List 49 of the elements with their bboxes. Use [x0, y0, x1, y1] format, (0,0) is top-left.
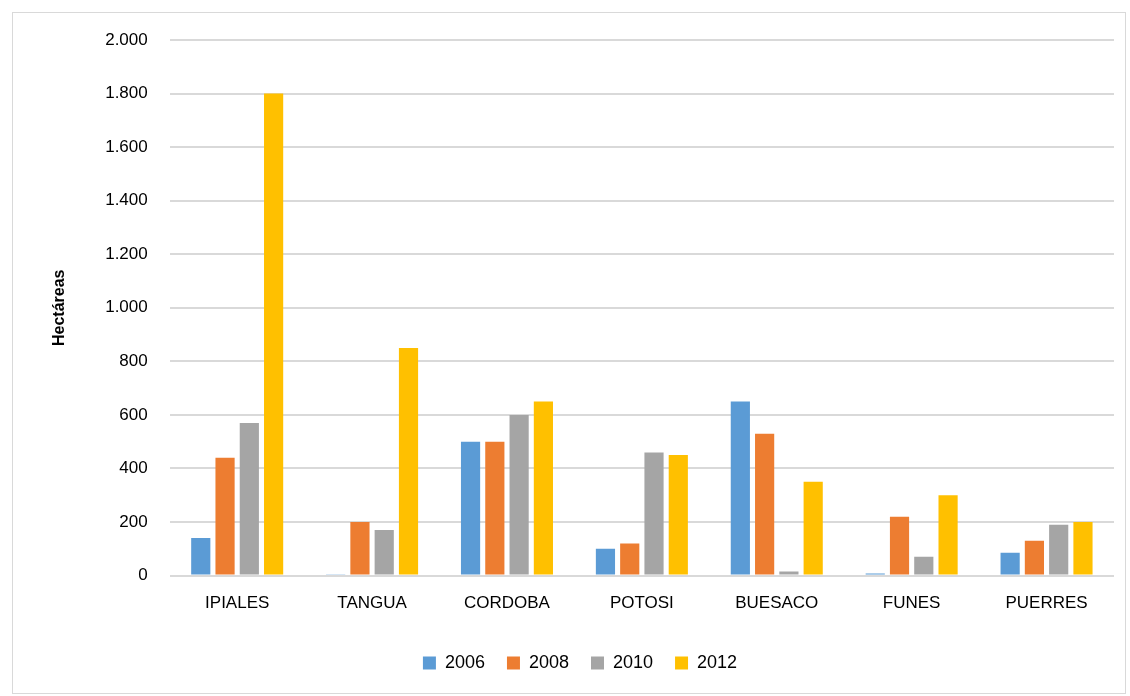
y-tick-label: 1.400 — [105, 190, 148, 210]
y-tick-label: 1.800 — [105, 83, 148, 103]
bar — [509, 414, 529, 575]
bar — [1000, 552, 1020, 575]
x-tick-label: CORDOBA — [463, 593, 551, 613]
bar — [460, 441, 481, 575]
legend-label: 2012 — [697, 651, 738, 672]
bar — [1073, 522, 1093, 575]
bar — [215, 457, 235, 575]
x-tick-label: FUNES — [882, 593, 941, 613]
bar — [533, 401, 553, 575]
bar — [398, 347, 419, 575]
bar — [1024, 540, 1044, 575]
y-tick-label: 400 — [119, 458, 148, 478]
bar — [803, 481, 823, 575]
bar — [779, 571, 799, 575]
y-tick-label: 1.200 — [105, 243, 148, 263]
y-tick-label: 200 — [119, 511, 148, 531]
bar — [485, 441, 505, 575]
y-tick-label: 1.000 — [105, 297, 148, 317]
bar — [938, 495, 958, 575]
y-tick-label: 600 — [119, 404, 148, 424]
bar — [264, 93, 284, 575]
y-axis-title: Hectáreas — [50, 269, 68, 347]
x-tick-label: PUERRES — [1005, 593, 1088, 613]
bar — [1049, 524, 1069, 575]
bar — [191, 538, 211, 575]
y-tick-label: 0 — [138, 565, 148, 585]
x-tick-label: IPIALES — [205, 593, 270, 613]
y-tick-label: 2.000 — [105, 29, 148, 49]
x-tick-label: BUESACO — [735, 593, 819, 613]
bar — [755, 433, 775, 575]
bar — [914, 556, 934, 575]
y-tick-label: 800 — [119, 351, 148, 371]
bar — [644, 452, 664, 575]
legend-label: 2006 — [444, 651, 485, 672]
x-tick-label: TANGUA — [337, 593, 408, 613]
bar — [620, 543, 640, 575]
bar — [350, 522, 370, 575]
bar — [730, 401, 750, 575]
bar — [668, 455, 688, 575]
bar — [889, 516, 910, 575]
y-tick-label: 1.600 — [105, 136, 148, 156]
legend-label: 2008 — [528, 651, 569, 672]
bar — [374, 530, 394, 575]
bar — [239, 422, 259, 575]
bar — [595, 548, 616, 575]
legend-label: 2010 — [613, 651, 654, 672]
x-tick-label: POTOSI — [609, 593, 674, 613]
